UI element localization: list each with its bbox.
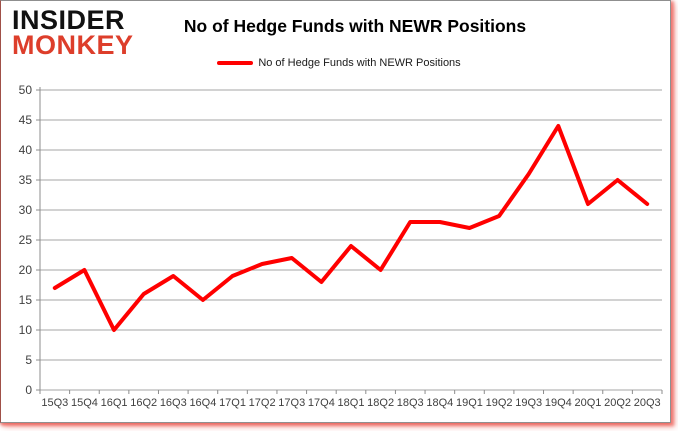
y-axis-label: 25 [19, 233, 33, 247]
x-axis-label: 19Q4 [545, 397, 572, 409]
x-axis-label: 15Q4 [71, 397, 98, 409]
x-axis-label: 15Q3 [41, 397, 68, 409]
y-axis-label: 40 [19, 143, 33, 157]
chart-frame [0, 0, 671, 423]
x-axis-label: 20Q3 [634, 397, 661, 409]
x-axis-label: 16Q1 [101, 397, 128, 409]
x-axis-label: 16Q3 [160, 397, 187, 409]
x-axis-label: 17Q3 [278, 397, 305, 409]
y-axis-label: 35 [19, 173, 33, 187]
x-axis-label: 18Q3 [397, 397, 424, 409]
x-axis-label: 17Q1 [219, 397, 246, 409]
y-axis-label: 15 [19, 293, 33, 307]
x-axis-label: 19Q3 [515, 397, 542, 409]
x-axis-label: 17Q4 [308, 397, 335, 409]
y-axis-label: 10 [19, 323, 33, 337]
legend-line-swatch-icon [217, 61, 254, 65]
logo-text-monkey: MONKEY [12, 29, 134, 60]
legend-label: No of Hedge Funds with NEWR Positions [258, 57, 461, 69]
y-axis-label: 5 [25, 353, 32, 367]
insider-monkey-logo: INSIDER MONKEY [12, 5, 134, 60]
x-axis-label: 18Q4 [426, 397, 453, 409]
series-line [52, 124, 650, 332]
x-axis-label: 16Q2 [130, 397, 157, 409]
y-axis-label: 45 [19, 113, 33, 127]
x-axis-label: 19Q2 [486, 397, 513, 409]
chart-title: No of Hedge Funds with NEWR Positions [183, 16, 527, 36]
x-axis-label: 17Q2 [249, 397, 276, 409]
x-axis-label: 20Q1 [574, 397, 601, 409]
y-axis-label: 50 [19, 83, 33, 97]
y-axis-label: 20 [19, 263, 33, 277]
x-axis-label: 18Q1 [338, 397, 365, 409]
x-axis-label: 20Q2 [604, 397, 631, 409]
x-axis-label: 18Q2 [367, 397, 394, 409]
x-axis-label: 16Q4 [189, 397, 216, 409]
x-axis-label: 19Q1 [456, 397, 483, 409]
y-axis-label: 30 [19, 203, 33, 217]
y-axis-label: 0 [25, 383, 32, 397]
chart-legend: No of Hedge Funds with NEWR Positions [0, 57, 678, 69]
logo-text-insider: INSIDER [12, 5, 126, 35]
